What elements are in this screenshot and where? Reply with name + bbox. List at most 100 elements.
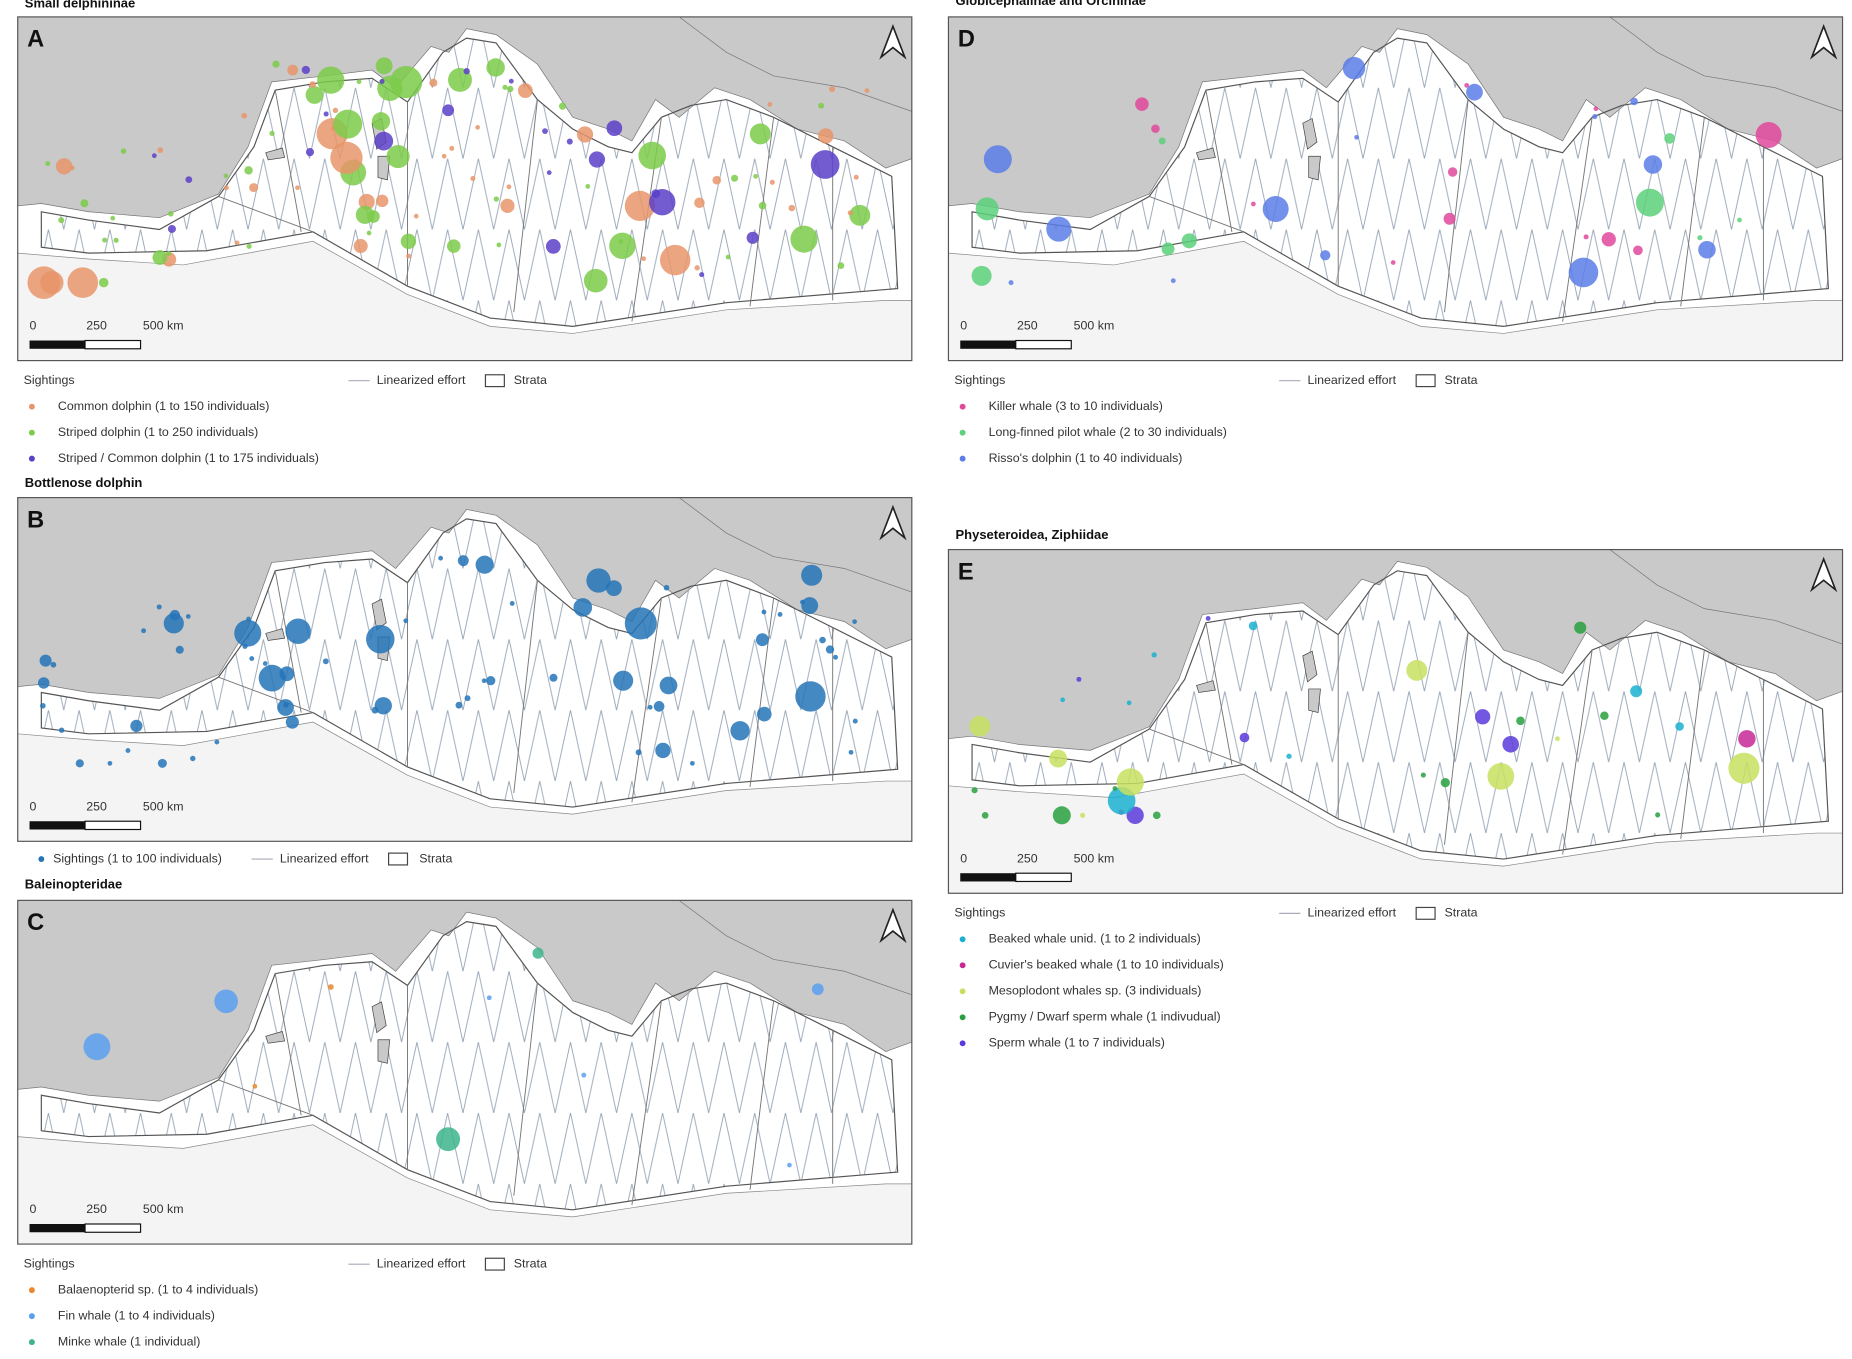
sighting-dot [624,607,657,640]
sighting-dot [755,633,769,647]
sighting-dot [635,749,642,756]
sighting-dot [1406,659,1428,681]
sighting-dot [190,755,196,762]
sighting-dot [583,268,608,293]
sighting-dot [1262,195,1289,222]
sighting-dot [767,102,773,107]
sighting-dot [746,231,759,244]
sighting-dot [249,183,259,193]
sighting-dot [110,215,116,221]
sighting-dot [749,123,771,145]
sighting-dot [167,224,176,233]
sighting-dot [1440,777,1450,788]
scale-label: 250 [86,319,107,333]
legend-dot [959,962,966,969]
sighting-dot [470,175,476,181]
sighting-dot [971,787,978,794]
sighting-dot [285,715,299,729]
sighting-dot [613,670,634,691]
sighting-dot [694,197,705,209]
sighting-dot [1675,722,1684,731]
sighting-dot [730,174,739,182]
sighting-dot [40,270,64,295]
sighting-dot [40,702,46,709]
sighting-dot [1158,137,1166,145]
base-map [18,17,912,361]
sighting-dot [400,233,417,250]
sighting-dot [486,676,496,686]
sighting-dot [249,656,255,662]
sighting-dot [1046,216,1072,242]
sighting-dot [371,112,391,131]
sighting-dot [609,232,636,260]
map-frame [947,548,1844,894]
scale-bar-white [1015,339,1072,350]
sighting-dot [152,250,168,265]
sighting-dot [795,681,826,712]
sighting-dot [246,243,252,249]
sighting-dot [185,614,191,619]
scale-bar-white [84,820,142,831]
sighting-dot [969,715,991,737]
sighting-dot [506,184,512,190]
sighting-dot [1555,736,1560,742]
sighting-dot [185,176,193,184]
sighting-dot [141,628,147,634]
strata-label: Strata [514,373,547,387]
scale-label: 0 [30,799,37,813]
sighting-dot [1052,806,1071,825]
sighting-dot [39,654,52,667]
sighting-dot [37,677,50,689]
panel-letter: A [27,27,44,53]
legend-label: Sightings (1 to 100 individuals) [53,851,222,865]
legend-label: Striped / Common dolphin (1 to 175 indiv… [58,451,319,465]
sighting-dot [258,664,286,692]
sighting-dot [1600,711,1609,721]
sighting-dot [546,170,552,175]
sighting-dot [588,151,606,168]
sighting-dot [1342,56,1366,80]
sighting-dot [333,109,363,139]
sighting-dot [1643,155,1663,174]
sighting-dot [301,65,310,75]
sighting-dot [175,645,184,654]
sighting-dot [1116,768,1144,796]
sighting-dot [107,760,113,766]
sighting-dot [279,666,295,682]
legend-dot [28,1313,35,1320]
sighting-dot [1755,122,1782,148]
panel-title: Bottlenose dolphin [25,475,143,490]
sighting-dot [244,166,253,175]
sighting-dot [753,173,758,179]
sighting-dot [45,161,51,167]
sighting-dot [125,748,131,753]
legend-dot [959,988,966,995]
sighting-dot [1475,709,1491,725]
sighting-dot [224,185,229,191]
sighting-dot [486,58,505,77]
legend-label: Beaked whale unid. (1 to 2 individuals) [989,932,1201,946]
scale-bar-black [960,340,1016,349]
sighting-dot [386,145,410,169]
sighting-dot [517,83,533,99]
map-frame [17,16,913,362]
sighting-dot [436,1127,461,1152]
sighting-dot [287,64,299,76]
scale-bar-black [29,821,86,830]
sighting-dot [981,811,989,819]
legend-label: Killer whale (3 to 10 individuals) [989,399,1163,413]
scale-bar-black [960,873,1016,882]
legend-label: Cuvier's beaked whale (1 to 10 individua… [989,958,1224,972]
panel-letter: D [958,27,975,53]
map-frame [17,497,913,842]
sighting-dot [549,673,558,682]
sighting-dot [449,145,455,151]
panel-letter: E [958,559,974,585]
sighting-dot [532,947,544,959]
sighting-dot [848,749,854,755]
legend-dot [38,856,45,862]
panel-title: Physeteroidea, Ziphiidae [956,527,1109,542]
sighting-dot [475,125,480,130]
scale-label: 500 km [143,319,184,333]
sighting-dot [1205,616,1211,621]
